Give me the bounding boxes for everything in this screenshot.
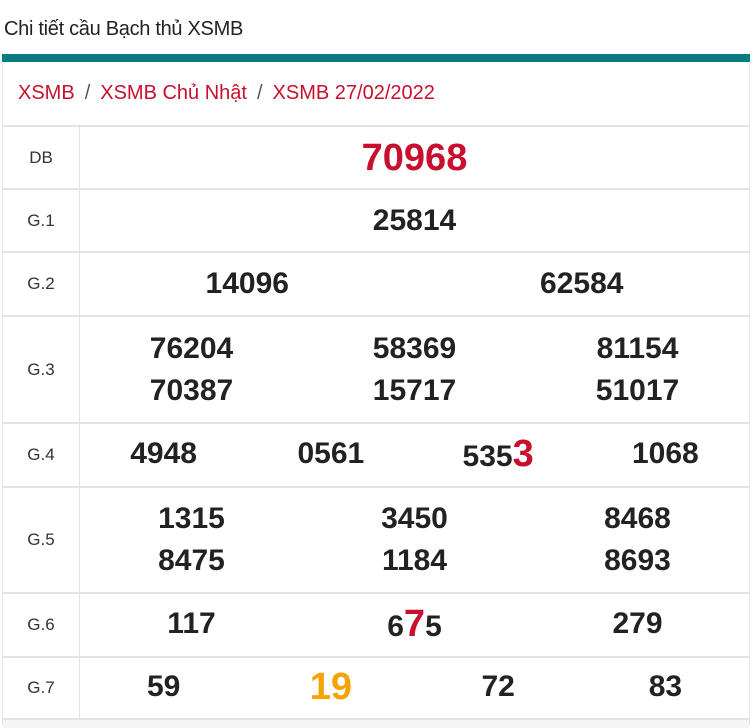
number-digits: 3450 bbox=[381, 502, 448, 535]
breadcrumb-xsmb-chu-nhat[interactable]: XSMB Chủ Nhật bbox=[100, 82, 247, 104]
number-digits: 1068 bbox=[632, 436, 699, 470]
number-digits: 59 bbox=[146, 669, 181, 703]
prize-row-g5: G.5 1315 3450 8468 8475 1184 8693 bbox=[3, 488, 749, 594]
prize-row-g4: G.4 4948 0561 5353 1068 bbox=[3, 424, 749, 488]
prize-number: 25814 bbox=[80, 202, 749, 240]
prize-number: 72 bbox=[415, 668, 582, 709]
number-digits: 6 bbox=[387, 609, 404, 643]
number-digits: 81154 bbox=[596, 331, 679, 365]
number-digits: 8693 bbox=[604, 544, 671, 577]
prize-number: 675 bbox=[303, 605, 526, 646]
prize-number: 1068 bbox=[582, 435, 749, 476]
prize-number: 8693 bbox=[526, 542, 749, 580]
prize-number: 1315 bbox=[80, 500, 303, 538]
number-digits: 117 bbox=[167, 606, 216, 640]
prize-number: 5353 bbox=[415, 435, 582, 476]
prize-numbers: 70968 bbox=[80, 127, 749, 188]
number-digits: 76204 bbox=[149, 331, 234, 365]
prize-row-g2: G.2 14096 62584 bbox=[3, 253, 749, 317]
prize-numbers: 59 19 72 83 bbox=[80, 658, 749, 718]
number-digits: 58369 bbox=[372, 331, 457, 365]
prize-number: 19 bbox=[247, 668, 414, 709]
number-digits: 70387 bbox=[149, 373, 234, 407]
prize-label: G.2 bbox=[3, 253, 80, 315]
prize-row-g6: G.6 117 675 279 bbox=[3, 594, 749, 658]
table-footer bbox=[3, 720, 749, 728]
number-digits: 72 bbox=[481, 669, 515, 703]
prize-number: 4948 bbox=[80, 435, 247, 476]
breadcrumb-separator: / bbox=[256, 82, 263, 104]
number-digits: 25814 bbox=[372, 203, 457, 237]
number-digits: 535 bbox=[462, 439, 513, 473]
breadcrumb: XSMB / XSMB Chủ Nhật / XSMB 27/02/2022 bbox=[3, 62, 749, 127]
prize-number: 8468 bbox=[526, 500, 749, 538]
number-digits: 8468 bbox=[604, 502, 671, 535]
prize-number: 81154 bbox=[526, 330, 749, 368]
prize-number: 70968 bbox=[80, 139, 749, 177]
prize-number: 76204 bbox=[80, 330, 303, 368]
prize-number: 117 bbox=[80, 605, 303, 646]
highlighted-digits: 19 bbox=[309, 665, 353, 708]
number-digits: 62584 bbox=[540, 267, 624, 300]
prize-number: 279 bbox=[526, 605, 749, 646]
breadcrumb-xsmb[interactable]: XSMB bbox=[18, 82, 75, 104]
number-digits: 4948 bbox=[130, 436, 197, 470]
prize-numbers: 4948 0561 5353 1068 bbox=[80, 424, 749, 486]
prize-label: G.7 bbox=[3, 658, 80, 718]
prize-number: 51017 bbox=[526, 372, 749, 410]
prize-numbers: 117 675 279 bbox=[80, 594, 749, 656]
results-table: DB 70968 G.1 25814 G.2 14096 62584 G.3 76204 5836… bbox=[3, 127, 749, 720]
prize-number: 58369 bbox=[303, 330, 526, 368]
number-digits: 15717 bbox=[372, 373, 457, 407]
number-digits: 8475 bbox=[158, 544, 225, 577]
prize-numbers: 76204 58369 81154 70387 15717 51017 bbox=[80, 317, 749, 422]
number-digits: 70968 bbox=[361, 136, 468, 179]
prize-number: 0561 bbox=[247, 435, 414, 476]
prize-number: 1184 bbox=[303, 542, 526, 580]
highlighted-digits: 3 bbox=[512, 432, 534, 475]
prize-label: DB bbox=[3, 127, 80, 188]
prize-row-g7: G.7 59 19 72 83 bbox=[3, 658, 749, 720]
prize-number: 15717 bbox=[303, 372, 526, 410]
prize-label: G.1 bbox=[3, 190, 80, 251]
prize-number: 83 bbox=[582, 668, 749, 709]
number-digits: 0561 bbox=[297, 436, 365, 470]
prize-row-g3: G.3 76204 58369 81154 70387 15717 51017 bbox=[3, 317, 749, 424]
prize-label: G.6 bbox=[3, 594, 80, 656]
prize-label: G.4 bbox=[3, 424, 80, 486]
prize-label: G.3 bbox=[3, 317, 80, 422]
prize-numbers: 25814 bbox=[80, 190, 749, 251]
prize-number: 59 bbox=[80, 668, 247, 709]
prize-row-db: DB 70968 bbox=[3, 127, 749, 190]
prize-number: 14096 bbox=[80, 265, 415, 303]
results-card: XSMB / XSMB Chủ Nhật / XSMB 27/02/2022 D… bbox=[2, 62, 750, 728]
number-digits: 279 bbox=[612, 606, 663, 640]
highlighted-digits: 7 bbox=[403, 602, 426, 645]
prize-number: 62584 bbox=[415, 265, 750, 303]
number-digits: 14096 bbox=[205, 267, 289, 300]
breadcrumb-xsmb-date[interactable]: XSMB 27/02/2022 bbox=[272, 82, 435, 104]
number-digits: 5 bbox=[425, 609, 442, 643]
number-digits: 1315 bbox=[158, 502, 225, 535]
accent-bar bbox=[2, 54, 750, 62]
prize-number: 8475 bbox=[80, 542, 303, 580]
prize-numbers: 14096 62584 bbox=[80, 253, 749, 315]
prize-row-g1: G.1 25814 bbox=[3, 190, 749, 253]
number-digits: 1184 bbox=[381, 544, 448, 577]
prize-number: 70387 bbox=[80, 372, 303, 410]
prize-label: G.5 bbox=[3, 488, 80, 592]
prize-number: 3450 bbox=[303, 500, 526, 538]
breadcrumb-separator: / bbox=[84, 82, 91, 104]
page-title: Chi tiết cầu Bạch thủ XSMB bbox=[4, 18, 243, 40]
number-digits: 51017 bbox=[595, 373, 680, 407]
prize-numbers: 1315 3450 8468 8475 1184 8693 bbox=[80, 488, 749, 592]
number-digits: 83 bbox=[648, 669, 683, 703]
